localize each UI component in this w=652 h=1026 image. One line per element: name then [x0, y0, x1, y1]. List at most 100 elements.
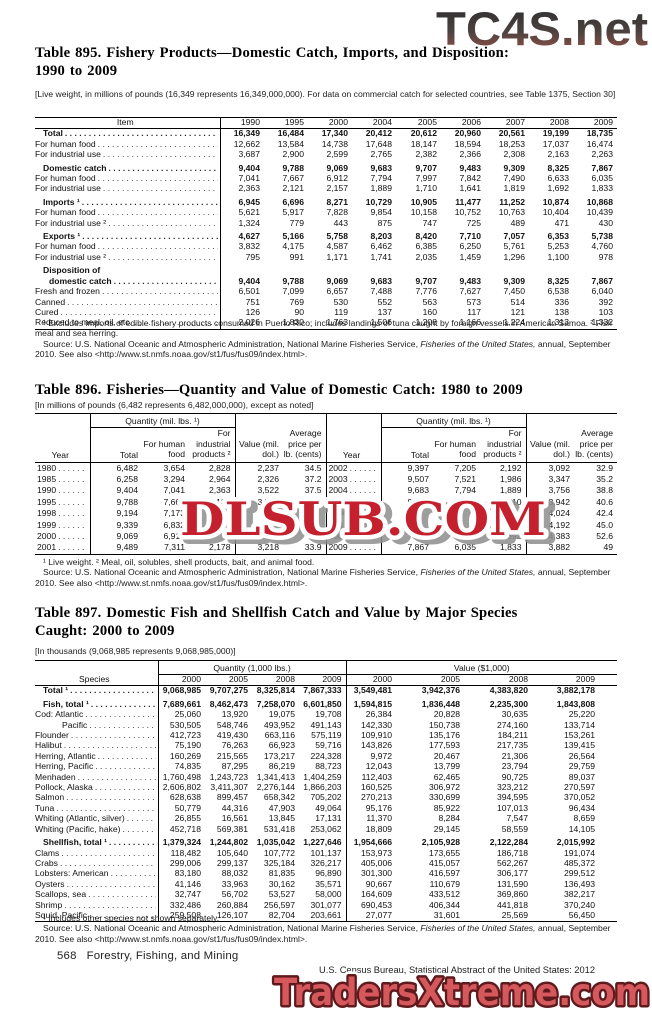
cell: 9,397 [380, 462, 433, 475]
row-label: Cured [35, 308, 220, 318]
cell: 7,997 [415, 174, 437, 184]
row-year: 1995 [35, 497, 90, 508]
table-row: Fish, total ¹ 7,689,661 8,462,473 7,258,070… [35, 696, 617, 711]
page-footer-right: U.S. Census Bureau, Statistical Abstract… [319, 965, 595, 975]
row-label-flex: Crabs [35, 859, 156, 868]
cell: 1,819 [499, 519, 522, 530]
cell: 9,069 [326, 276, 348, 286]
cell: 96,434 [568, 803, 596, 813]
row-label-flex: Menhaden [35, 773, 156, 782]
cell: 26,564 [568, 751, 596, 761]
column-header-year: Year [325, 413, 381, 463]
cell: 131,590 [496, 879, 529, 889]
cell: 89,037 [568, 772, 596, 782]
cell: 11,252 [499, 196, 525, 207]
cell: 49 [603, 542, 613, 553]
cell: 325,184 [263, 858, 295, 868]
cell: 1,833 [499, 542, 522, 553]
cell: 493,952 [263, 720, 295, 730]
cell: 17,131 [315, 814, 342, 824]
table-895-footnotes: ¹ Excludes imports of edible fishery pro… [35, 318, 617, 360]
cell: 173,217 [263, 751, 295, 761]
cell: 2,237 [234, 462, 283, 475]
cell: 7,867 [591, 276, 613, 286]
cell: 143,826 [345, 741, 415, 752]
row-year-text: 1980 [37, 462, 57, 473]
row-year-flex: 2001 [37, 542, 86, 552]
cell: 2,263 [591, 150, 613, 160]
row-label-flex: Whiting (Atlantic, silver) [35, 814, 156, 823]
cell: 105,640 [216, 848, 248, 858]
row-label-flex: For industrial use ² [35, 253, 218, 262]
cell: 27,077 [345, 910, 415, 922]
cell: 443 [333, 218, 348, 228]
cell: 1,889 [499, 485, 522, 496]
row-label-flex: For industrial use [35, 150, 218, 159]
cell: 23,794 [501, 762, 529, 772]
cell: 20,412 [365, 128, 392, 139]
row-label-flex: Cod: Atlantic [35, 710, 156, 719]
cell: 306,972 [428, 783, 461, 793]
cell: 9,483 [459, 276, 481, 286]
row-label: Shrimp [35, 901, 158, 911]
table-row: For industrial use 3,687 2,900 2,599 2,765 2,… [35, 150, 617, 161]
row-label: Pacific [35, 721, 158, 731]
cell: 3,294 [163, 474, 185, 485]
cell: 136,493 [563, 879, 596, 889]
cell: 430 [598, 218, 613, 228]
table-row: Shrimp 332,486 260,884 256,597 301,077690,45… [35, 900, 617, 911]
cell: 160,525 [345, 783, 415, 794]
row-label-flex: Total ¹ [35, 686, 156, 695]
table-896-footnotes: ¹ Live weight. ² Meal, oil, solubles, sh… [35, 557, 617, 588]
row-label-text: Whiting (Pacific, hake) [35, 824, 121, 834]
row-label-text: For industrial use ² [35, 252, 107, 262]
cell: 160,269 [157, 751, 205, 763]
cell: 415,057 [428, 858, 461, 868]
table-896-source: Source: U.S. National Oceanic and Atmosp… [35, 567, 617, 588]
cell: 7,099 [282, 287, 304, 297]
cell: 38.8 [596, 485, 613, 496]
watermark-tradersxtreme-outline: TradersXtreme.com [274, 971, 650, 1014]
row-label-text: Clams [35, 848, 60, 858]
row-label: Whiting (Atlantic, silver) [35, 814, 158, 824]
cell: 58,559 [501, 824, 529, 834]
cell: 142,330 [345, 720, 415, 732]
cell: 7,041 [219, 174, 264, 185]
row-year-flex: 1999 [37, 520, 86, 530]
cell: 875 [377, 218, 392, 228]
cell: 8,325 [547, 276, 569, 286]
table-896: Year Quantity (mil. lbs. ¹) Value (mil. … [35, 413, 617, 555]
row-label-flex: Disposition of [35, 266, 218, 275]
row-year: 1990 [35, 485, 90, 496]
cell: 299,137 [216, 858, 248, 868]
row-label: Reduced to meal, oil, etc. [35, 318, 220, 329]
cell [529, 263, 573, 276]
dot-leader [350, 463, 377, 473]
cell: 270,597 [563, 783, 596, 793]
table-895-footnote: ¹ Excludes imports of edible fishery pro… [35, 318, 612, 339]
cell: 186,718 [496, 848, 529, 858]
row-label: Crabs [35, 859, 158, 869]
cell: 75,190 [157, 741, 205, 752]
cell: 18,253 [498, 139, 525, 149]
cell [441, 263, 485, 276]
row-label-flex: Squid, Pacific [35, 911, 156, 920]
dot-leader [58, 474, 85, 484]
row-label-text: Canned [35, 297, 66, 307]
row-label-flex: Imports ¹ [35, 198, 218, 207]
cell: 573 [466, 297, 481, 307]
dot-leader [58, 463, 85, 473]
row-year-text: 2002 [328, 462, 348, 473]
row-label: Exports ¹ [35, 229, 220, 242]
cell: 6,832 [163, 519, 185, 530]
cell: 6,250 [459, 242, 481, 252]
cell: 9,404 [219, 160, 264, 175]
cell: 370,052 [563, 793, 596, 803]
cell: 3,942,376 [421, 685, 461, 696]
row-label: Pollock, Alaska [35, 783, 158, 793]
cell: 14,738 [321, 139, 348, 149]
cell: 751 [219, 297, 264, 308]
cell: 274,160 [496, 720, 529, 730]
row-label-text: Reduced to meal, oil, etc. [35, 318, 132, 328]
